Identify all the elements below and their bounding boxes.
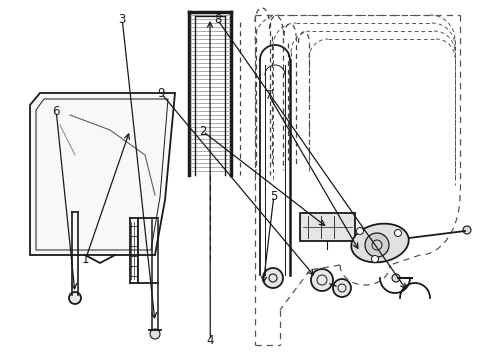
Text: 4: 4 bbox=[206, 334, 214, 347]
Circle shape bbox=[150, 329, 160, 339]
Ellipse shape bbox=[350, 224, 408, 262]
Circle shape bbox=[69, 292, 81, 304]
Text: 1: 1 bbox=[81, 253, 89, 266]
Circle shape bbox=[394, 230, 401, 237]
Circle shape bbox=[462, 226, 470, 234]
Text: 8: 8 bbox=[213, 13, 221, 26]
Circle shape bbox=[263, 268, 283, 288]
Bar bbox=[299, 213, 354, 241]
Text: 7: 7 bbox=[264, 89, 272, 102]
Polygon shape bbox=[30, 93, 175, 255]
Text: 6: 6 bbox=[52, 105, 60, 118]
Circle shape bbox=[371, 256, 378, 262]
Circle shape bbox=[391, 274, 399, 282]
Text: 5: 5 bbox=[269, 190, 277, 203]
Text: 9: 9 bbox=[157, 87, 165, 100]
Text: 2: 2 bbox=[199, 125, 206, 138]
Circle shape bbox=[332, 279, 350, 297]
Circle shape bbox=[356, 228, 363, 234]
Circle shape bbox=[364, 233, 388, 257]
Text: 3: 3 bbox=[118, 13, 126, 26]
Circle shape bbox=[310, 269, 332, 291]
